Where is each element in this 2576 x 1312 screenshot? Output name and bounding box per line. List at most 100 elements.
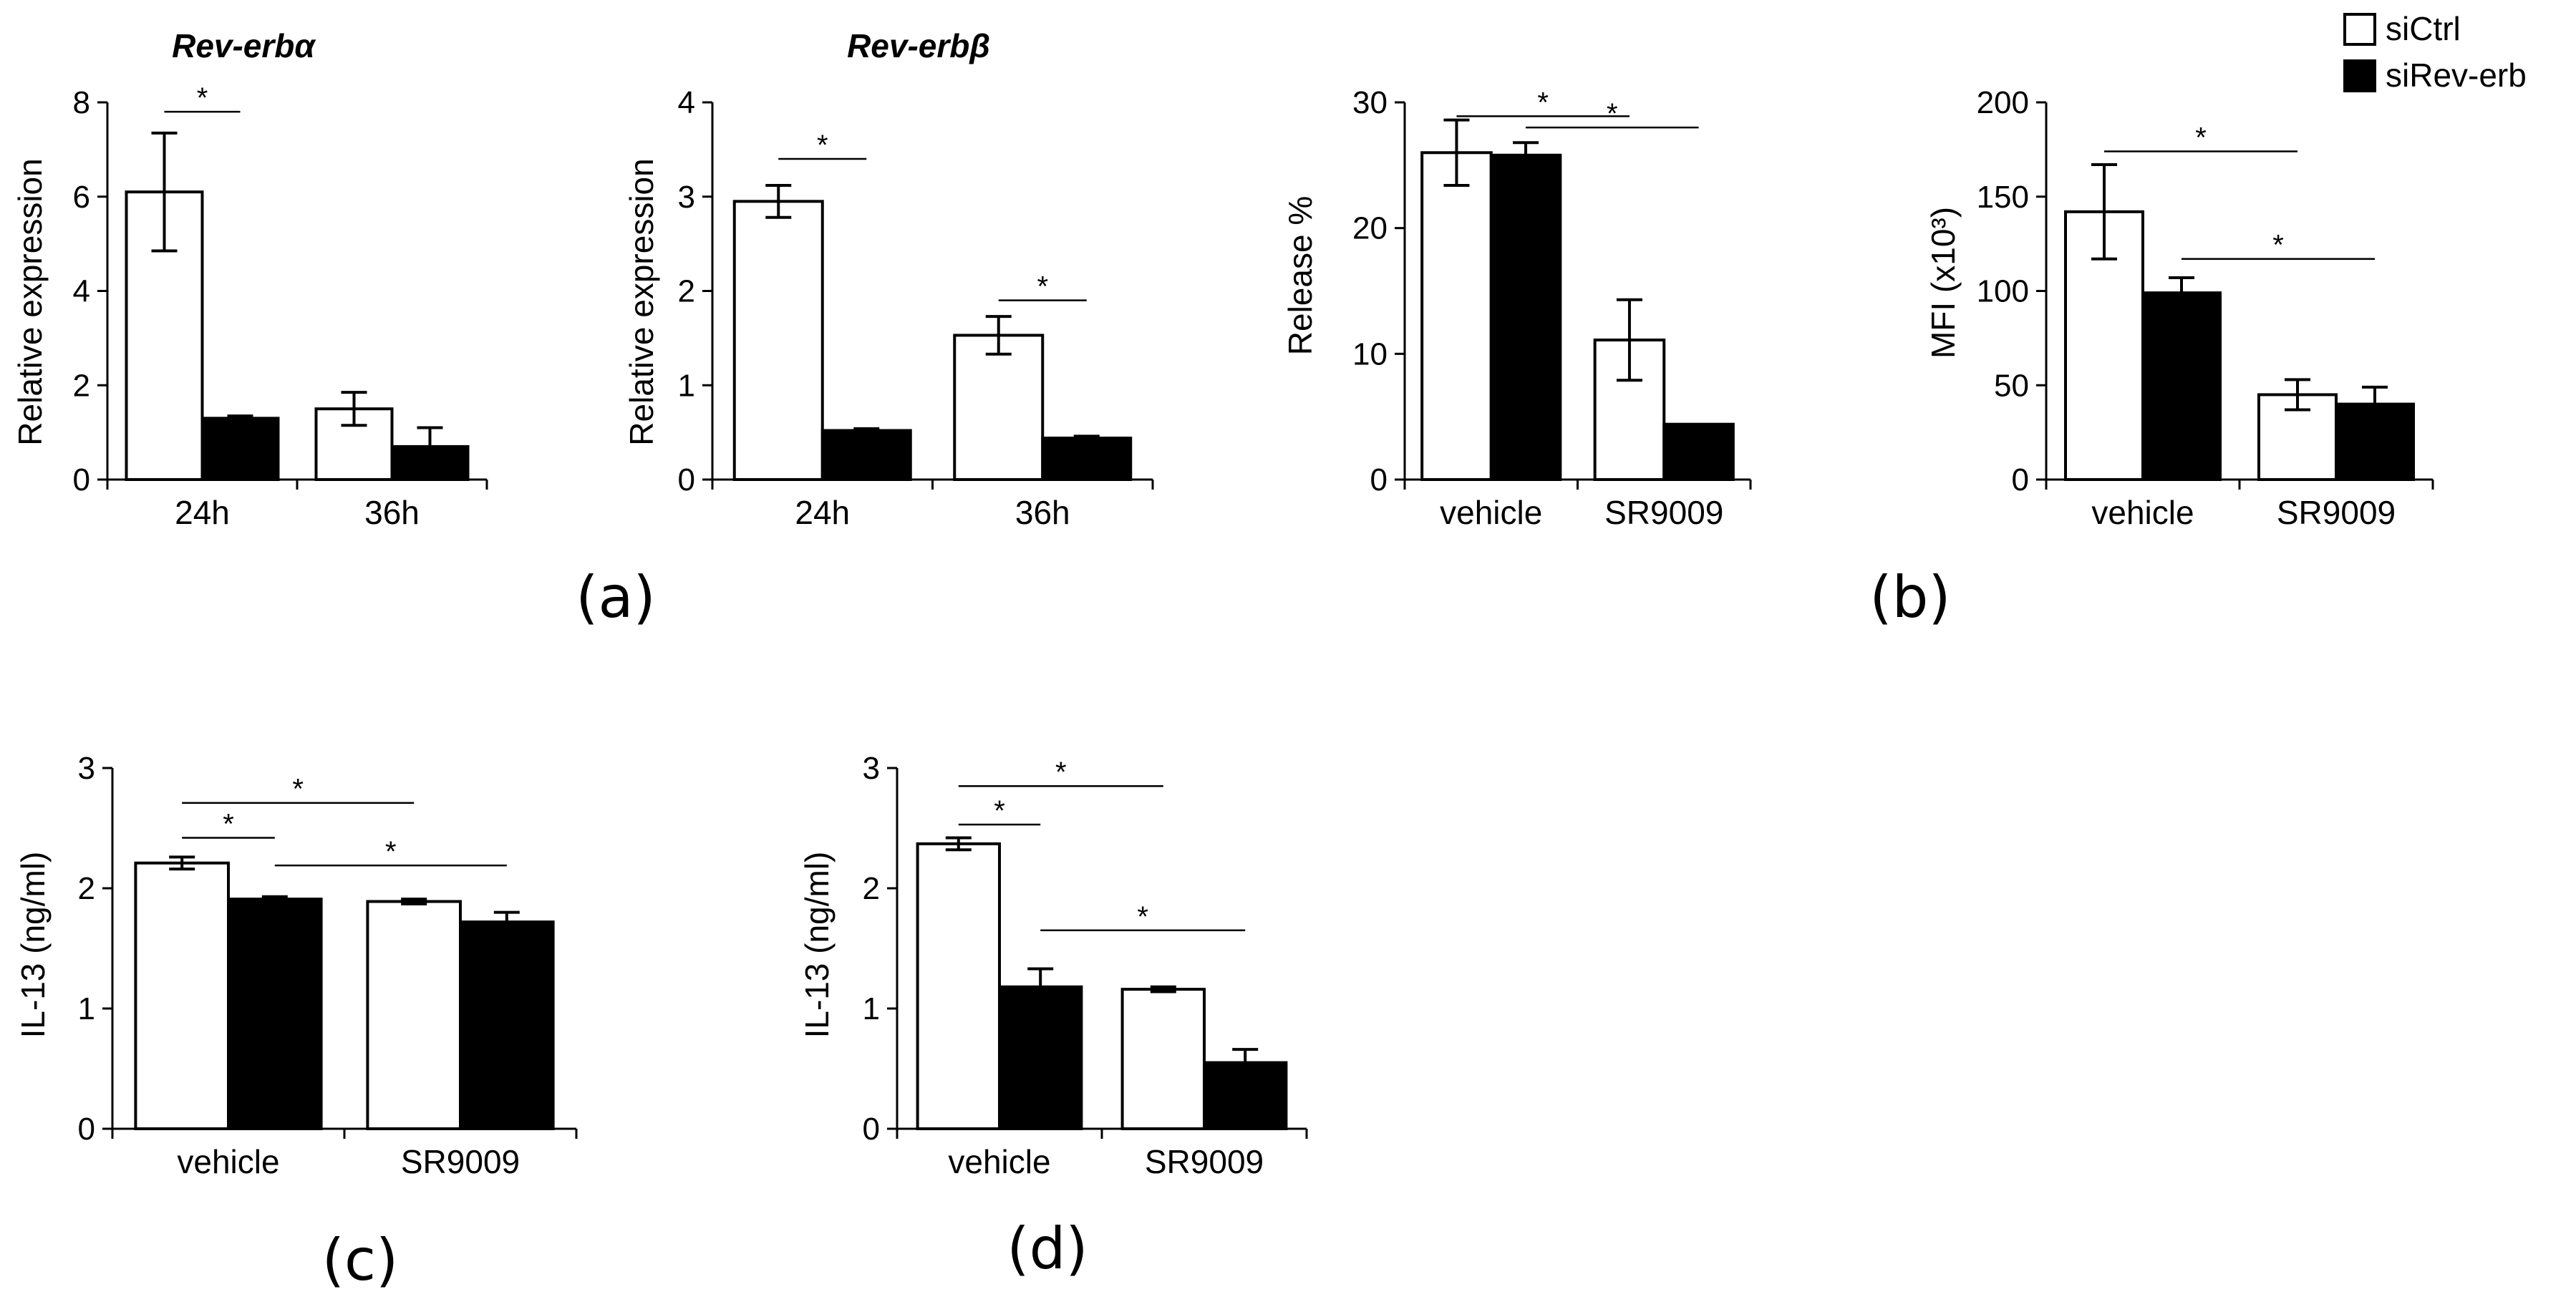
chart-b1-category-label-1: SR9009 — [1604, 494, 1723, 531]
chart-c-bar-sictrl-0 — [134, 861, 230, 1130]
chart-a2-ytick-label-4: 4 — [678, 85, 695, 120]
chart-b1-category-label-0: vehicle — [1440, 494, 1542, 531]
chart-b1-bar-sirev-erb-1 — [1662, 422, 1735, 481]
chart-b1-significance-star-0: * — [1537, 87, 1549, 118]
chart-a1-errorbar-sirev-erb-1 — [417, 426, 443, 467]
chart-d-ytick-label-0: 0 — [863, 1112, 880, 1147]
chart-a2-ytick-label-0: 0 — [678, 462, 695, 497]
chart-a1-category-label-1: 36h — [364, 494, 420, 531]
chart-b2-errorbar-sictrl-1 — [2285, 378, 2310, 412]
chart-a1-errorbar-sirev-erb-0 — [227, 414, 253, 422]
chart-b2-errorbar-sirev-erb-1 — [2362, 385, 2388, 423]
chart-c-significance-star-2: * — [385, 836, 397, 868]
legend-swatch-sictrl — [2343, 13, 2376, 46]
chart-b1-ytick-label-1: 10 — [1352, 336, 1388, 371]
chart-c-ytick-label-0: 0 — [78, 1112, 95, 1147]
chart-d-significance-star-2: * — [1137, 901, 1148, 933]
chart-b2-plot: 0 50 100 150 200 vehicle SR9009 * * — [1977, 85, 2434, 531]
chart-a2-errorbar-sirev-erb-0 — [853, 427, 880, 434]
chart-d-bar-sictrl-0 — [916, 842, 1001, 1130]
chart-a1-ytick-label-4: 8 — [73, 85, 90, 120]
chart-a2-title: Rev-erbβ — [847, 27, 990, 64]
chart-a1-ylabel: Relative expression — [11, 158, 49, 445]
chart-a2-significance-star-0: * — [817, 130, 828, 161]
legend: siCtrl siRev-erb — [2343, 10, 2527, 94]
chart-d-ytick-label-2: 2 — [863, 871, 880, 906]
chart-a2-errorbar-sirev-erb-1 — [1073, 434, 1100, 442]
chart-b1-ylabel: Release % — [1282, 196, 1319, 355]
chart-d-errorbar-sirev-erb-1 — [1232, 1048, 1259, 1078]
chart-c-ytick-label-1: 1 — [78, 991, 95, 1026]
chart-b2-ytick-label-4: 200 — [1977, 85, 2029, 120]
panel-label-a: (a) — [576, 564, 655, 631]
chart-a2-bar-sirev-erb-1 — [1041, 437, 1133, 482]
chart-a2-category-label-0: 24h — [795, 494, 850, 531]
chart-b2-errorbar-sictrl-0 — [2091, 162, 2117, 261]
chart-b2-errorbar-sirev-erb-0 — [2169, 276, 2194, 310]
chart-a2-bar-sictrl-1 — [953, 334, 1045, 481]
chart-a2-errorbar-sictrl-0 — [765, 183, 792, 219]
chart-b1-bar-sirev-erb-0 — [1489, 153, 1562, 481]
chart-d-errorbar-sictrl-1 — [1150, 985, 1176, 993]
chart-a2-ytick-label-3: 3 — [678, 180, 695, 215]
chart-d-ylabel: IL-13 (ng/ml) — [798, 852, 836, 1039]
chart-d-errorbar-sirev-erb-0 — [1027, 967, 1054, 1006]
chart-b1-significance-star-1: * — [1607, 98, 1618, 130]
chart-d-category-label-0: vehicle — [948, 1143, 1050, 1180]
chart-c-bar-sirev-erb-0 — [227, 898, 323, 1130]
chart-b1-errorbar-sictrl-0 — [1443, 118, 1470, 187]
chart-b2-ytick-label-2: 100 — [1977, 274, 2029, 309]
chart-b1-ytick-label-0: 0 — [1370, 462, 1388, 497]
chart-a2-significance-star-1: * — [1037, 271, 1048, 303]
chart-c-errorbar-sictrl-1 — [401, 898, 427, 905]
chart-a1-plot: 0 2 4 6 8 24h 36h * — [73, 82, 488, 531]
chart-b1-ytick-label-3: 30 — [1352, 85, 1388, 120]
chart-d-plot: 0 1 2 3 vehicle SR9009 * * * — [863, 751, 1308, 1180]
chart-d: IL-13 (ng/ml) 0 1 2 3 vehicle SR9009 * * * — [798, 751, 1308, 1180]
chart-a1-category-label-0: 24h — [175, 494, 230, 531]
chart-a1-bar-sirev-erb-0 — [200, 417, 280, 481]
chart-b1-errorbar-sictrl-1 — [1616, 298, 1642, 382]
chart-a2-errorbar-sictrl-1 — [985, 315, 1012, 356]
legend-swatch-sirev-erb — [2343, 59, 2376, 92]
chart-a2: Rev-erbβ Relative expression 0 1 2 3 4 24h 36h… — [623, 27, 1154, 531]
chart-c-ytick-label-3: 3 — [78, 751, 95, 786]
legend-label-sictrl: siCtrl — [2386, 10, 2461, 47]
chart-a1-ytick-label-2: 4 — [73, 274, 90, 309]
chart-c-significance-star-1: * — [223, 808, 234, 840]
chart-c-plot: 0 1 2 3 vehicle SR9009 * * * — [78, 751, 578, 1180]
chart-c-category-label-1: SR9009 — [401, 1143, 520, 1180]
chart-b1-bar-sictrl-0 — [1420, 151, 1493, 481]
chart-d-ytick-label-1: 1 — [863, 991, 880, 1026]
chart-d-category-label-1: SR9009 — [1145, 1143, 1264, 1180]
chart-b2-significance-star-0: * — [2195, 122, 2207, 154]
chart-b2-category-label-1: SR9009 — [2277, 494, 2396, 531]
chart-d-bar-sirev-erb-0 — [998, 985, 1083, 1131]
chart-a1-significance-star-0: * — [197, 82, 208, 114]
chart-a1-errorbar-sictrl-0 — [151, 131, 178, 253]
legend-label-sirev-erb: siRev-erb — [2386, 57, 2527, 94]
chart-a1-ytick-label-3: 6 — [73, 180, 90, 215]
chart-b2-category-label-0: vehicle — [2091, 494, 2194, 531]
chart-c-ylabel: IL-13 (ng/ml) — [14, 852, 52, 1039]
chart-a2-ylabel: Relative expression — [623, 158, 660, 445]
chart-a2-category-label-1: 36h — [1015, 494, 1070, 531]
chart-d-ytick-label-3: 3 — [863, 751, 880, 786]
chart-b1-ytick-label-2: 20 — [1352, 211, 1388, 246]
chart-d-bar-sictrl-1 — [1120, 988, 1206, 1130]
chart-a1-title: Rev-erbα — [172, 27, 316, 64]
chart-b2-bar-sirev-erb-0 — [2141, 291, 2222, 481]
chart-a2-plot: 0 1 2 3 4 24h 36h * * — [678, 85, 1154, 531]
chart-b1-plot: 0 10 20 30 vehicle SR9009 * * — [1352, 85, 1752, 531]
chart-a1: Rev-erbα Relative expression 0 2 4 6 8 24h 36h… — [11, 27, 488, 531]
chart-a1-errorbar-sictrl-1 — [341, 391, 367, 427]
chart-d-significance-star-1: * — [994, 795, 1005, 827]
chart-b2-ylabel: MFI (x10³) — [1924, 207, 1962, 359]
chart-c-errorbar-sirev-erb-1 — [493, 910, 520, 933]
chart-a2-bar-sirev-erb-0 — [820, 429, 912, 481]
chart-c-bar-sictrl-1 — [366, 900, 463, 1130]
chart-b1: Release % 0 10 20 30 vehicle SR9009 * * — [1282, 85, 1752, 531]
chart-d-significance-star-0: * — [1055, 757, 1067, 788]
chart-c-significance-star-0: * — [292, 774, 304, 805]
